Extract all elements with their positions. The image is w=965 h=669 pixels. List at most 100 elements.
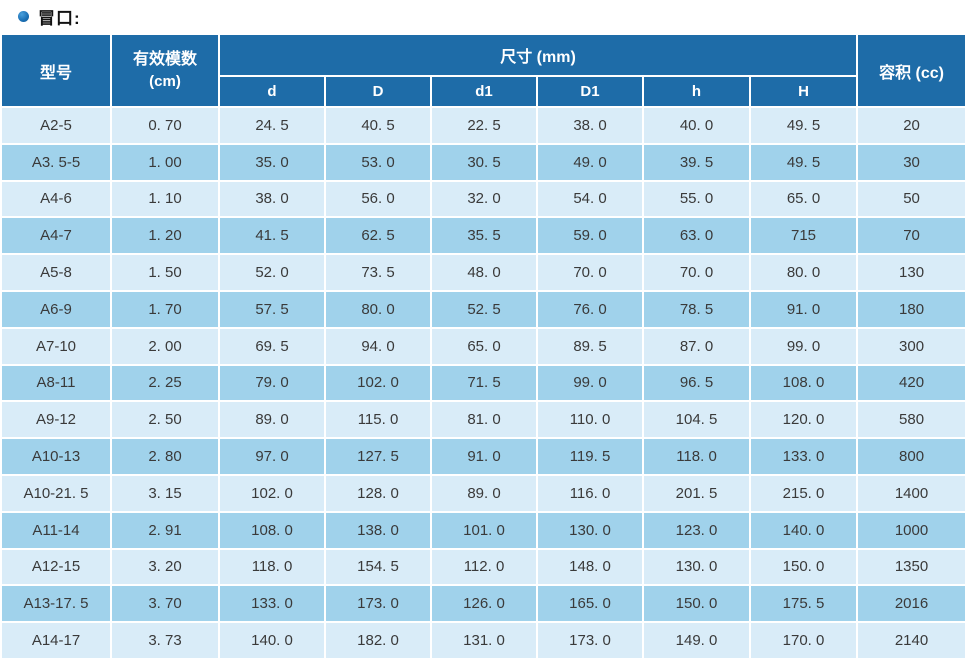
cell-modulus: 1. 10 [110,179,220,219]
table-row: A9-12 2. 50 89. 0 115. 0 81. 0 110. 0 104. 5 12… [0,400,965,440]
cell-model: A10-13 [0,437,112,476]
cell-D: 128. 0 [324,473,432,513]
cell-D: 138. 0 [324,510,432,550]
cell-h: 78. 5 [642,289,751,329]
cell-model: A11-14 [0,510,112,550]
cell-D: 115. 0 [324,400,432,440]
cell-modulus: 2. 91 [110,510,220,550]
cell-d1: 126. 0 [430,584,538,624]
cell-H: 140. 0 [748,510,859,550]
cell-model: A6-9 [0,289,112,329]
cell-d: 24. 5 [218,106,326,145]
cell-D1: 173. 0 [536,621,644,660]
cell-volume: 20 [856,106,965,145]
cell-D1: 130. 0 [536,510,644,550]
table-row: A4-7 1. 20 41. 5 62. 5 35. 5 59. 0 63. 0 715 70 [0,216,965,256]
cell-d: 35. 0 [218,142,326,182]
cell-d1: 101. 0 [430,510,538,550]
cell-H: 80. 0 [748,253,859,292]
cell-volume: 2016 [856,584,965,624]
cell-volume: 50 [856,179,965,219]
cell-D1: 116. 0 [536,473,644,513]
cell-d1: 71. 5 [430,363,538,403]
cell-modulus: 2. 00 [110,326,220,366]
cell-d: 140. 0 [218,621,326,660]
header-dim-H: H [748,75,859,108]
header-modulus-label: 有效模数 [132,51,197,69]
cell-h: 87. 0 [642,326,751,366]
cell-model: A4-7 [0,216,112,256]
cell-D: 53. 0 [324,142,432,182]
cell-d: 38. 0 [218,179,326,219]
cell-volume: 1350 [856,547,965,587]
cell-d: 118. 0 [218,547,326,587]
cell-D1: 38. 0 [536,106,644,145]
cell-h: 130. 0 [642,547,751,587]
cell-modulus: 1. 70 [110,289,220,329]
cell-D1: 165. 0 [536,584,644,624]
cell-D: 94. 0 [324,326,432,366]
table-row: A12-15 3. 20 118. 0 154. 5 112. 0 148. 0 130. … [0,547,965,587]
cell-D1: 89. 5 [536,326,644,366]
cell-model: A5-8 [0,253,112,292]
cell-H: 65. 0 [748,179,859,219]
cell-d1: 131. 0 [430,621,538,660]
cell-d: 69. 5 [218,326,326,366]
cell-D1: 59. 0 [536,216,644,256]
cell-h: 40. 0 [642,106,751,145]
cell-modulus: 0. 70 [110,106,220,145]
cell-H: 49. 5 [748,106,859,145]
cell-D: 40. 5 [324,106,432,145]
cell-H: 150. 0 [748,547,859,587]
cell-volume: 580 [856,400,965,440]
cell-d: 52. 0 [218,253,326,292]
header-modulus-unit: (cm) [149,73,181,91]
cell-H: 133. 0 [748,437,859,476]
cell-D: 62. 5 [324,216,432,256]
cell-H: 108. 0 [748,363,859,403]
cell-D: 127. 5 [324,437,432,476]
cell-d1: 52. 5 [430,289,538,329]
cell-volume: 800 [856,437,965,476]
cell-volume: 1000 [856,510,965,550]
cell-model: A8-11 [0,363,112,403]
table-row: A13-17. 5 3. 70 133. 0 173. 0 126. 0 165. 0 15… [0,584,965,624]
riser-spec-table: 型号 有效模数 (cm) 尺寸 (mm) 容积 (cc) d D d1 D1 h… [0,33,965,660]
header-volume: 容积 (cc) [856,33,965,108]
cell-D: 173. 0 [324,584,432,624]
cell-h: 201. 5 [642,473,751,513]
cell-modulus: 3. 20 [110,547,220,587]
bullet-icon [18,11,29,22]
cell-volume: 180 [856,289,965,329]
cell-modulus: 2. 80 [110,437,220,476]
header-model: 型号 [0,33,112,108]
cell-volume: 2140 [856,621,965,660]
cell-h: 96. 5 [642,363,751,403]
cell-D: 80. 0 [324,289,432,329]
cell-h: 150. 0 [642,584,751,624]
cell-volume: 1400 [856,473,965,513]
cell-model: A13-17. 5 [0,584,112,624]
cell-D: 73. 5 [324,253,432,292]
cell-d1: 22. 5 [430,106,538,145]
cell-D1: 119. 5 [536,437,644,476]
cell-modulus: 3. 70 [110,584,220,624]
cell-model: A12-15 [0,547,112,587]
page-title: 冒口: [38,9,81,28]
cell-D1: 49. 0 [536,142,644,182]
cell-H: 99. 0 [748,326,859,366]
cell-D1: 110. 0 [536,400,644,440]
header-dim-d: d [218,75,326,108]
cell-D: 56. 0 [324,179,432,219]
cell-d: 57. 5 [218,289,326,329]
cell-h: 70. 0 [642,253,751,292]
cell-volume: 30 [856,142,965,182]
cell-H: 120. 0 [748,400,859,440]
cell-volume: 130 [856,253,965,292]
